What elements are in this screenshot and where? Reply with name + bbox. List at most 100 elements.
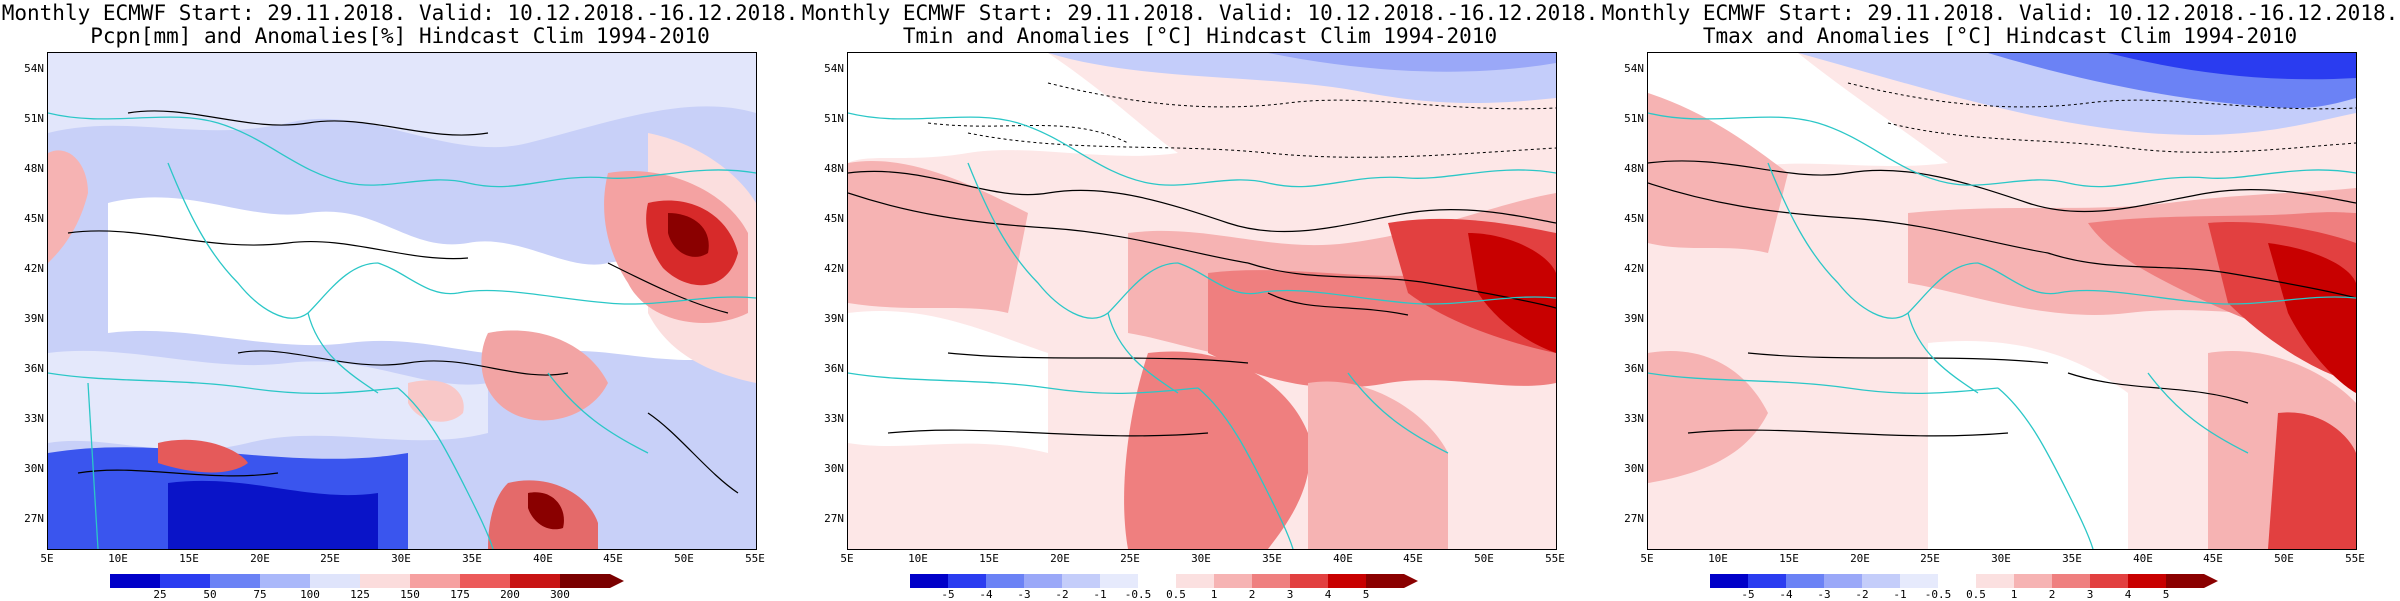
- colorbar-label: 1: [2010, 588, 2018, 601]
- panel-title-line1: Monthly ECMWF Start: 29.11.2018. Valid: …: [1, 1, 799, 25]
- colorbar-label: 200: [500, 588, 520, 601]
- colorbar-label: 75: [253, 588, 267, 601]
- lat-tick-label: 27N: [1624, 512, 1644, 525]
- lon-tick-label: 10E: [908, 552, 928, 565]
- colorbar-label: -3: [1017, 588, 1031, 601]
- precipitation-anomaly-field: [48, 53, 756, 549]
- colorbar-label: 25: [153, 588, 167, 601]
- lon-tick-label: 15E: [1779, 552, 1799, 565]
- lon-tick-label: 15E: [179, 552, 199, 565]
- precipitation-colorbar: [110, 574, 624, 588]
- lat-tick-label: 51N: [824, 112, 844, 125]
- lat-tick-label: 33N: [24, 412, 44, 425]
- colorbar-label: 150: [400, 588, 420, 601]
- lat-tick-label: 36N: [824, 362, 844, 375]
- tmax-map[interactable]: [1647, 52, 2357, 550]
- tmax-anomaly-field: [1648, 53, 2356, 549]
- panel-title-line1: Monthly ECMWF Start: 29.11.2018. Valid: …: [801, 1, 1599, 25]
- panel-title-line2: Tmax and Anomalies [°C] Hindcast Clim 19…: [1702, 24, 2298, 48]
- lat-tick-label: 48N: [1624, 162, 1644, 175]
- colorbar-label: 4: [1324, 588, 1332, 601]
- lat-tick-label: 42N: [1624, 262, 1644, 275]
- panel-title-line1: Monthly ECMWF Start: 29.11.2018. Valid: …: [1601, 1, 2399, 25]
- lat-tick-label: 39N: [824, 312, 844, 325]
- lat-tick-label: 54N: [824, 62, 844, 75]
- lon-tick-label: 55E: [1545, 552, 1565, 565]
- colorbar-label: -2: [1855, 588, 1869, 601]
- lon-tick-label: 45E: [2203, 552, 2223, 565]
- colorbar-label: -4: [979, 588, 993, 601]
- colorbar-label: 3: [1286, 588, 1294, 601]
- lat-tick-label: 45N: [824, 212, 844, 225]
- colorbar-label: -2: [1055, 588, 1069, 601]
- lon-tick-label: 30E: [1991, 552, 2011, 565]
- lon-tick-label: 50E: [1474, 552, 1494, 565]
- lat-tick-label: 39N: [24, 312, 44, 325]
- tmin-colorbar: [910, 574, 1418, 588]
- colorbar-label: -5: [941, 588, 955, 601]
- colorbar-label: -4: [1779, 588, 1793, 601]
- colorbar-label: 50: [203, 588, 217, 601]
- lat-tick-label: 30N: [1624, 462, 1644, 475]
- colorbar-label: 0.5: [1166, 588, 1186, 601]
- colorbar-label: 300: [550, 588, 570, 601]
- colorbar-label: 3: [2086, 588, 2094, 601]
- lon-tick-label: 5E: [1640, 552, 1654, 565]
- lon-tick-label: 50E: [2274, 552, 2294, 565]
- lon-tick-label: 20E: [1050, 552, 1070, 565]
- colorbar-label: -0.5: [1124, 588, 1152, 601]
- colorbar-label: 100: [300, 588, 320, 601]
- lon-tick-label: 55E: [745, 552, 765, 565]
- colorbar-label: 175: [450, 588, 470, 601]
- lon-tick-label: 50E: [674, 552, 694, 565]
- lon-tick-label: 25E: [1120, 552, 1140, 565]
- lat-tick-label: 36N: [1624, 362, 1644, 375]
- panel-title-line2: Pcpn[mm] and Anomalies[%] Hindcast Clim …: [90, 24, 710, 48]
- lon-tick-label: 15E: [979, 552, 999, 565]
- colorbar-label: 125: [350, 588, 370, 601]
- colorbar-label: -0.5: [1924, 588, 1952, 601]
- precipitation-map[interactable]: [47, 52, 757, 550]
- lat-tick-label: 39N: [1624, 312, 1644, 325]
- lon-tick-label: 10E: [108, 552, 128, 565]
- lon-tick-label: 5E: [840, 552, 854, 565]
- colorbar-label: 2: [2048, 588, 2056, 601]
- lat-tick-label: 45N: [1624, 212, 1644, 225]
- colorbar-label: -1: [1093, 588, 1107, 601]
- lat-tick-label: 27N: [824, 512, 844, 525]
- lon-tick-label: 10E: [1708, 552, 1728, 565]
- lon-tick-label: 35E: [1262, 552, 1282, 565]
- panel-title-line2: Tmin and Anomalies [°C] Hindcast Clim 19…: [902, 24, 1498, 48]
- lon-tick-label: 25E: [1920, 552, 1940, 565]
- lat-tick-label: 54N: [24, 62, 44, 75]
- colorbar-label: 5: [2162, 588, 2170, 601]
- lat-tick-label: 33N: [824, 412, 844, 425]
- tmin-map[interactable]: [847, 52, 1557, 550]
- lon-tick-label: 30E: [1191, 552, 1211, 565]
- lat-tick-label: 33N: [1624, 412, 1644, 425]
- lon-tick-label: 45E: [1403, 552, 1423, 565]
- tmax-colorbar: [1710, 574, 2218, 588]
- lat-tick-label: 36N: [24, 362, 44, 375]
- colorbar-label: -3: [1817, 588, 1831, 601]
- lat-tick-label: 51N: [24, 112, 44, 125]
- lat-tick-label: 27N: [24, 512, 44, 525]
- lat-tick-label: 48N: [24, 162, 44, 175]
- lon-tick-label: 20E: [1850, 552, 1870, 565]
- lon-tick-label: 20E: [250, 552, 270, 565]
- lon-tick-label: 45E: [603, 552, 623, 565]
- lat-tick-label: 48N: [824, 162, 844, 175]
- colorbar-label: 1: [1210, 588, 1218, 601]
- lat-tick-label: 30N: [824, 462, 844, 475]
- lon-tick-label: 55E: [2345, 552, 2365, 565]
- lat-tick-label: 45N: [24, 212, 44, 225]
- lon-tick-label: 35E: [462, 552, 482, 565]
- colorbar-label: 4: [2124, 588, 2132, 601]
- colorbar-label: 2: [1248, 588, 1256, 601]
- lat-tick-label: 42N: [24, 262, 44, 275]
- lat-tick-label: 42N: [824, 262, 844, 275]
- lat-tick-label: 54N: [1624, 62, 1644, 75]
- tmax-panel: Monthly ECMWF Start: 29.11.2018. Valid: …: [1600, 0, 2400, 601]
- colorbar-label: -1: [1893, 588, 1907, 601]
- lon-tick-label: 40E: [1333, 552, 1353, 565]
